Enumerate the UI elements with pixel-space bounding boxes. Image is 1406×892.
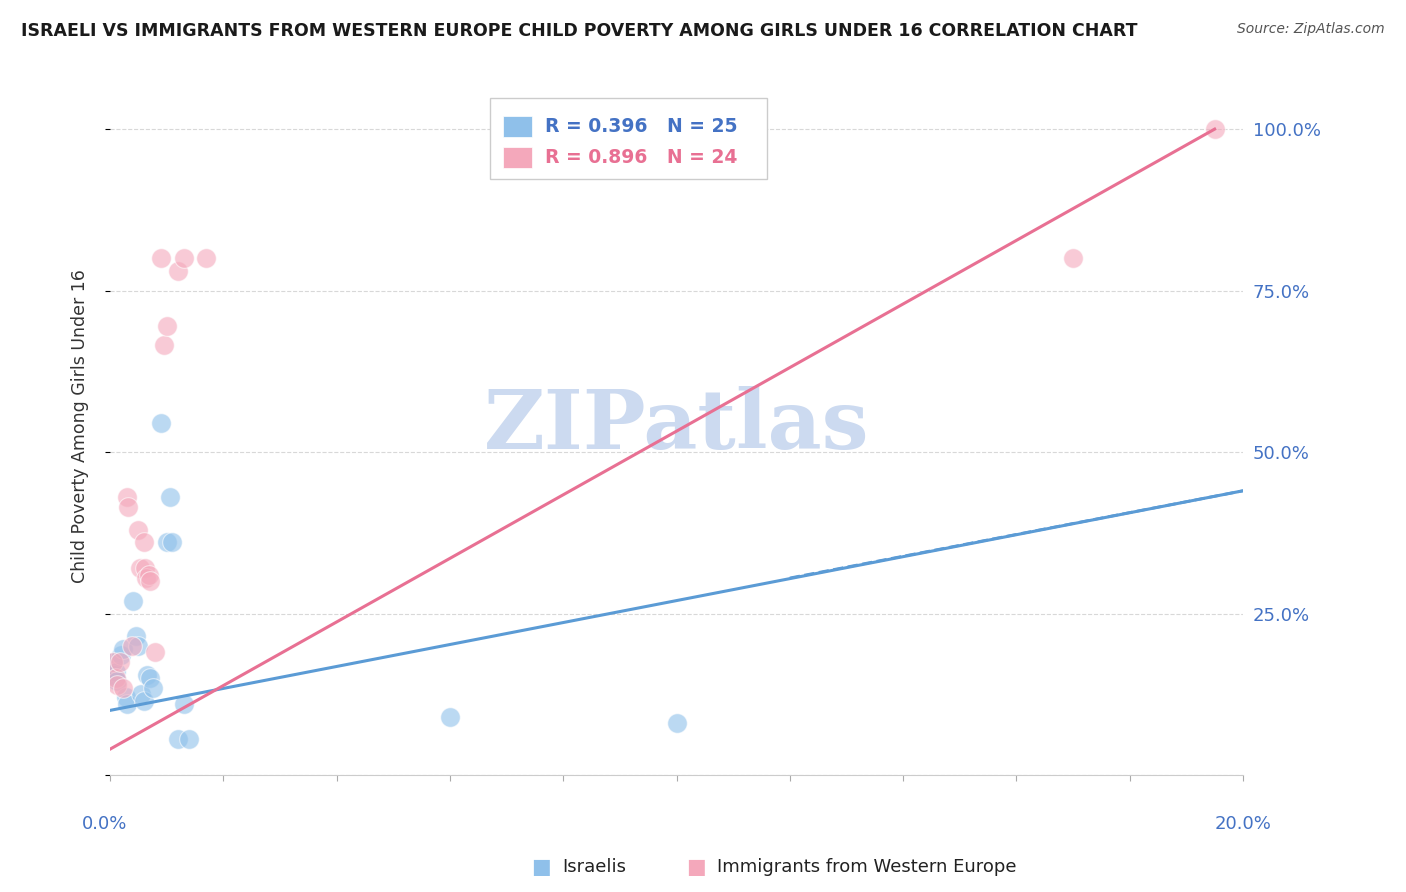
Point xyxy=(138,671,160,685)
Point xyxy=(104,665,127,679)
Point xyxy=(1204,122,1226,136)
Point xyxy=(111,681,134,695)
Point xyxy=(104,671,127,685)
FancyBboxPatch shape xyxy=(503,116,531,136)
Point xyxy=(127,523,149,537)
Point xyxy=(162,535,184,549)
Point xyxy=(135,571,157,585)
Point xyxy=(121,639,143,653)
Text: ISRAELI VS IMMIGRANTS FROM WESTERN EUROPE CHILD POVERTY AMONG GIRLS UNDER 16 COR: ISRAELI VS IMMIGRANTS FROM WESTERN EUROP… xyxy=(21,22,1137,40)
Point xyxy=(156,535,179,549)
Point xyxy=(150,252,173,266)
Text: Immigrants from Western Europe: Immigrants from Western Europe xyxy=(717,858,1017,876)
Point xyxy=(150,416,173,430)
Text: Israelis: Israelis xyxy=(562,858,627,876)
Point xyxy=(110,655,132,669)
Point xyxy=(105,674,128,689)
Point xyxy=(167,264,190,278)
Point xyxy=(111,642,134,657)
Point xyxy=(115,697,138,711)
Point xyxy=(138,567,160,582)
Point xyxy=(153,338,176,352)
Point xyxy=(439,710,461,724)
Point xyxy=(121,593,143,607)
Point xyxy=(665,716,688,731)
Point xyxy=(105,677,128,691)
Point xyxy=(173,697,195,711)
Point xyxy=(117,500,139,514)
Text: 20.0%: 20.0% xyxy=(1215,815,1271,833)
Point xyxy=(128,561,150,575)
Point xyxy=(101,655,124,669)
Text: ■: ■ xyxy=(686,857,706,877)
Point xyxy=(115,490,138,504)
Point xyxy=(103,668,125,682)
Point xyxy=(115,690,138,705)
Point xyxy=(129,687,152,701)
Point xyxy=(159,490,181,504)
Text: Source: ZipAtlas.com: Source: ZipAtlas.com xyxy=(1237,22,1385,37)
Point xyxy=(134,561,156,575)
Text: 0.0%: 0.0% xyxy=(82,815,127,833)
Y-axis label: Child Poverty Among Girls Under 16: Child Poverty Among Girls Under 16 xyxy=(72,269,89,583)
Point xyxy=(124,629,146,643)
Point xyxy=(132,535,155,549)
Point xyxy=(127,639,149,653)
Point xyxy=(135,668,157,682)
Point xyxy=(167,732,190,747)
FancyBboxPatch shape xyxy=(503,147,531,168)
Point xyxy=(132,694,155,708)
Text: ZIPatlas: ZIPatlas xyxy=(484,386,869,467)
Text: R = 0.896   N = 24: R = 0.896 N = 24 xyxy=(546,148,738,167)
Point xyxy=(173,252,195,266)
Point xyxy=(145,645,167,659)
FancyBboxPatch shape xyxy=(489,98,768,178)
Point xyxy=(110,648,132,663)
Point xyxy=(1062,252,1084,266)
Point xyxy=(142,681,165,695)
Text: ■: ■ xyxy=(531,857,551,877)
Point xyxy=(195,252,218,266)
Point xyxy=(156,319,179,334)
Point xyxy=(179,732,201,747)
Point xyxy=(138,574,160,589)
Text: R = 0.396   N = 25: R = 0.396 N = 25 xyxy=(546,117,738,136)
Point xyxy=(101,655,124,669)
